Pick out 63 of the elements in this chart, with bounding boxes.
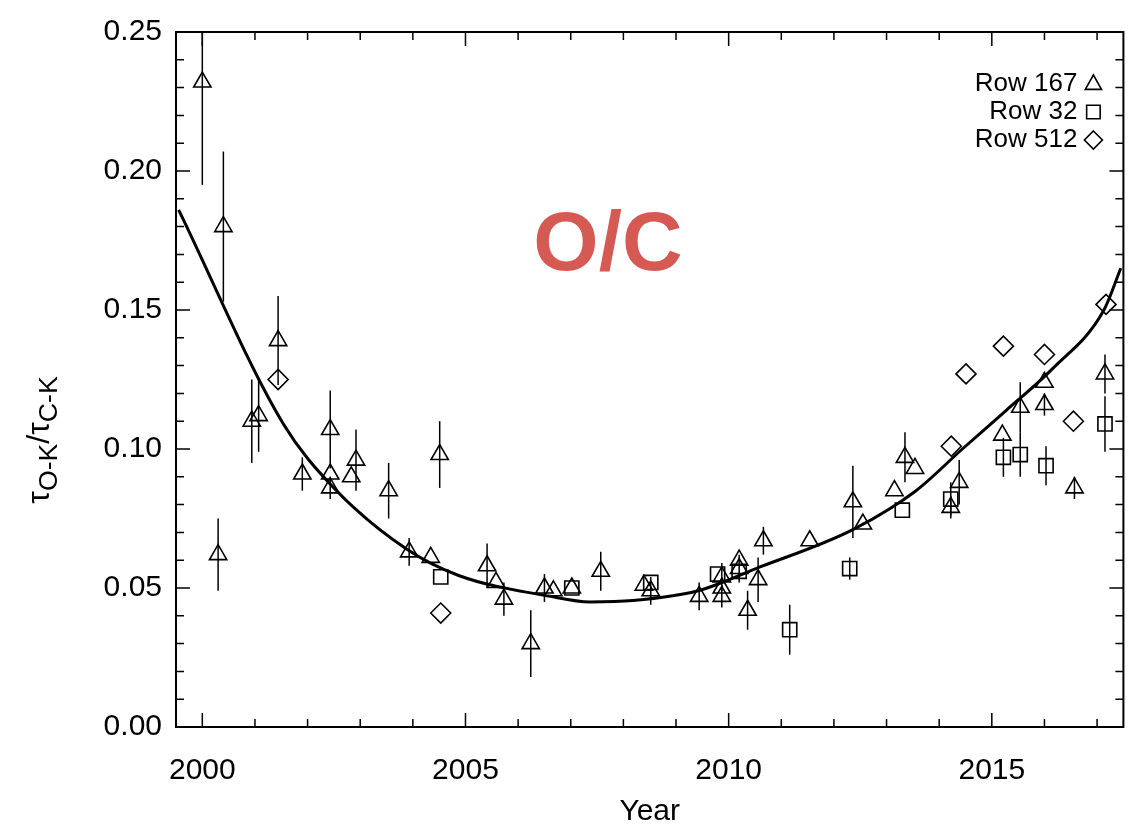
point bbox=[192, 71, 212, 88]
point bbox=[421, 546, 441, 564]
y-tick-label: 0.25 bbox=[103, 13, 162, 47]
point bbox=[895, 446, 915, 464]
x-tick-label: 2000 bbox=[168, 752, 236, 786]
x-tick-label: 2010 bbox=[695, 752, 763, 786]
legend-label: Row 32 bbox=[989, 95, 1078, 126]
y-tick-label: 0.00 bbox=[103, 708, 162, 742]
point bbox=[268, 329, 288, 347]
legend-label: Row 512 bbox=[974, 123, 1078, 154]
point bbox=[494, 588, 514, 605]
point bbox=[292, 463, 312, 480]
point bbox=[213, 215, 233, 233]
y-tick-label: 0.15 bbox=[103, 291, 162, 325]
point bbox=[430, 443, 450, 461]
point bbox=[738, 599, 758, 617]
point bbox=[399, 541, 419, 558]
point bbox=[486, 571, 506, 589]
point bbox=[1034, 393, 1054, 411]
point bbox=[320, 463, 340, 480]
point bbox=[242, 410, 262, 427]
point bbox=[208, 543, 228, 561]
point bbox=[346, 449, 366, 466]
point bbox=[591, 560, 611, 578]
point bbox=[1034, 371, 1054, 389]
y-tick-label: 0.10 bbox=[103, 430, 162, 464]
point bbox=[712, 566, 732, 583]
y-tick-label: 0.20 bbox=[103, 152, 162, 186]
y-tick-label: 0.05 bbox=[103, 569, 162, 603]
point bbox=[853, 513, 873, 530]
point bbox=[1064, 477, 1084, 494]
point bbox=[941, 496, 961, 514]
point bbox=[748, 568, 768, 586]
point bbox=[843, 491, 863, 508]
point bbox=[634, 574, 654, 592]
point bbox=[992, 424, 1012, 441]
point bbox=[712, 585, 732, 603]
point bbox=[753, 529, 773, 547]
point bbox=[1095, 363, 1115, 380]
point bbox=[477, 554, 497, 572]
point bbox=[884, 479, 904, 497]
point bbox=[1010, 396, 1030, 414]
point bbox=[729, 549, 749, 566]
point bbox=[379, 479, 399, 497]
point bbox=[905, 457, 925, 475]
point bbox=[341, 466, 361, 483]
x-tick-label: 2005 bbox=[432, 752, 499, 786]
legend-label: Row 167 bbox=[974, 67, 1078, 98]
point bbox=[320, 418, 340, 436]
point bbox=[949, 471, 969, 489]
point bbox=[800, 529, 820, 547]
point bbox=[689, 585, 709, 603]
x-tick-label: 2015 bbox=[958, 752, 1026, 786]
point bbox=[712, 577, 732, 594]
point bbox=[249, 404, 269, 422]
point bbox=[641, 579, 661, 597]
point bbox=[320, 477, 340, 494]
point bbox=[543, 579, 563, 597]
point bbox=[729, 557, 749, 575]
point bbox=[534, 577, 554, 594]
point bbox=[521, 632, 541, 650]
annotation: O/C bbox=[533, 194, 683, 289]
x-axis-title: Year bbox=[619, 793, 681, 827]
